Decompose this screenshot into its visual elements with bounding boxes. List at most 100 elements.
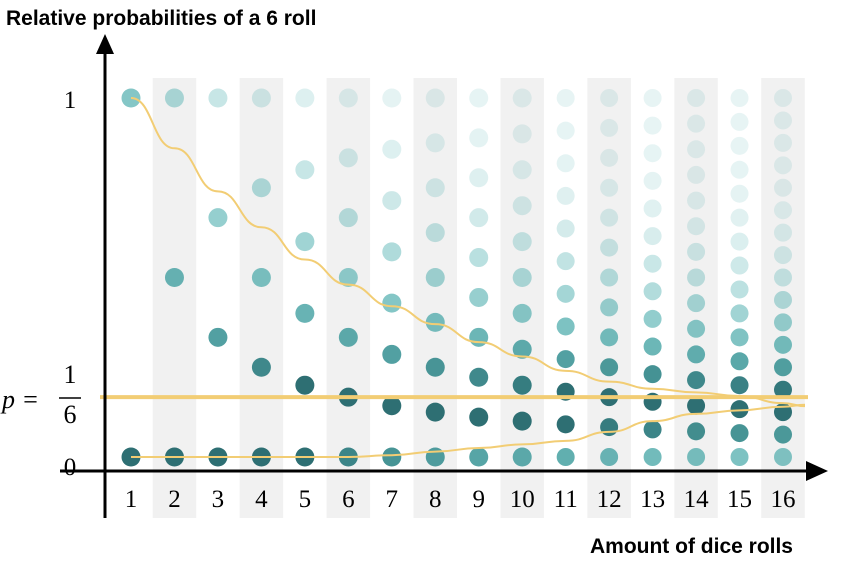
dot-n11-k8 <box>556 186 575 205</box>
dot-n2-k1 <box>164 268 184 287</box>
dot-n15-k10 <box>730 208 749 227</box>
dot-n15-k6 <box>730 304 749 323</box>
dot-n8-k1 <box>425 402 445 422</box>
dot-n13-k3 <box>643 365 662 384</box>
dot-n13-k1 <box>643 420 662 439</box>
column-shade-2 <box>152 78 197 518</box>
dot-n10-k9 <box>512 124 532 144</box>
dot-n16-k3 <box>774 380 792 399</box>
dot-n16-k7 <box>774 290 792 309</box>
dot-n5-k5 <box>295 88 315 108</box>
x-tick-label-14: 14 <box>684 486 710 513</box>
dot-n4-k1 <box>251 357 271 377</box>
dot-n8-k3 <box>425 312 445 332</box>
dot-n6-k5 <box>338 148 358 168</box>
dot-n13-k10 <box>643 171 662 190</box>
dot-n13-k6 <box>643 282 662 301</box>
dot-n8-k6 <box>425 178 445 198</box>
envelope-lines <box>100 97 808 459</box>
dot-n12-k10 <box>600 148 619 167</box>
x-axis-label: Amount of dice rolls <box>590 535 793 558</box>
x-tick-label-9: 9 <box>472 486 485 513</box>
dot-n11-k7 <box>556 219 575 238</box>
column-shade-8 <box>413 78 457 518</box>
dot-n10-k0 <box>512 447 532 467</box>
dot-n16-k15 <box>774 111 792 130</box>
dot-n15-k5 <box>730 328 749 347</box>
dot-n10-k6 <box>512 232 532 252</box>
axes <box>60 34 828 518</box>
dot-n13-k11 <box>643 144 662 163</box>
dot-n14-k0 <box>687 448 706 466</box>
dot-n15-k0 <box>730 448 749 466</box>
dot-n6-k4 <box>338 208 358 228</box>
dot-n14-k10 <box>687 191 706 210</box>
dot-n8-k2 <box>425 357 445 377</box>
dot-n15-k2 <box>730 400 749 419</box>
dot-n15-k15 <box>730 89 749 107</box>
dot-n15-k7 <box>730 280 749 299</box>
p-label-denominator: 6 <box>64 400 77 429</box>
dot-n13-k4 <box>643 337 662 356</box>
dot-n7-k7 <box>382 88 402 108</box>
dot-n14-k12 <box>687 140 706 159</box>
dot-n14-k9 <box>687 217 706 236</box>
dot-n12-k0 <box>600 448 619 466</box>
dot-n10-k1 <box>512 411 532 431</box>
dot-n8-k7 <box>425 133 445 153</box>
dot-n11-k10 <box>556 121 575 140</box>
dot-n9-k4 <box>469 287 489 307</box>
dot-n14-k14 <box>687 89 706 107</box>
dot-n10-k8 <box>512 160 532 180</box>
dot-n12-k8 <box>600 208 619 227</box>
dot-n8-k5 <box>425 223 445 243</box>
dot-n11-k1 <box>556 415 575 434</box>
dot-n9-k8 <box>469 128 489 148</box>
dot-n7-k0 <box>382 447 402 467</box>
x-tick-label-12: 12 <box>597 486 622 513</box>
dot-n13-k9 <box>643 199 662 218</box>
dot-n12-k9 <box>600 178 619 197</box>
dot-n5-k2 <box>295 303 315 323</box>
dot-n16-k4 <box>774 358 792 377</box>
dot-n14-k11 <box>687 165 706 184</box>
p-label-prefix: p = <box>0 385 39 414</box>
column-shade-4 <box>239 78 284 518</box>
dot-n13-k5 <box>643 309 662 328</box>
dot-n7-k3 <box>382 293 402 313</box>
dot-n13-k8 <box>643 227 662 246</box>
dot-n15-k3 <box>730 376 749 395</box>
dot-n14-k13 <box>687 114 706 133</box>
dot-n15-k11 <box>730 184 749 203</box>
dot-n14-k8 <box>687 242 706 261</box>
x-tick-label-3: 3 <box>212 486 225 513</box>
dot-n14-k1 <box>687 422 706 441</box>
y-tick-label-1: 1 <box>64 87 77 114</box>
dot-n6-k2 <box>338 327 358 347</box>
dot-n12-k3 <box>600 358 619 377</box>
column-shade-14 <box>674 78 718 518</box>
dot-n16-k6 <box>774 313 792 332</box>
dot-n6-k6 <box>338 88 358 108</box>
dot-n13-k12 <box>643 116 662 135</box>
dot-n12-k4 <box>600 328 619 347</box>
chart-title: Relative probabilities of a 6 roll <box>6 7 316 30</box>
dot-n15-k12 <box>730 160 749 179</box>
y-axis-arrow <box>96 34 114 54</box>
dot-n3-k1 <box>208 327 228 347</box>
dot-n8-k8 <box>425 88 445 108</box>
dot-n9-k6 <box>469 208 489 228</box>
dot-n16-k14 <box>774 133 792 152</box>
x-tick-label-2: 2 <box>168 486 181 513</box>
dot-n10-k10 <box>512 88 532 108</box>
x-tick-label-8: 8 <box>429 486 442 513</box>
x-axis-arrow <box>806 461 828 481</box>
dot-n13-k7 <box>643 254 662 273</box>
dot-n5-k1 <box>295 375 315 395</box>
dot-n15-k1 <box>730 424 749 443</box>
dot-n11-k0 <box>556 448 575 466</box>
dot-n16-k12 <box>774 178 792 197</box>
dot-n13-k0 <box>643 448 662 466</box>
y-tick-label-0: 0 <box>64 454 77 481</box>
